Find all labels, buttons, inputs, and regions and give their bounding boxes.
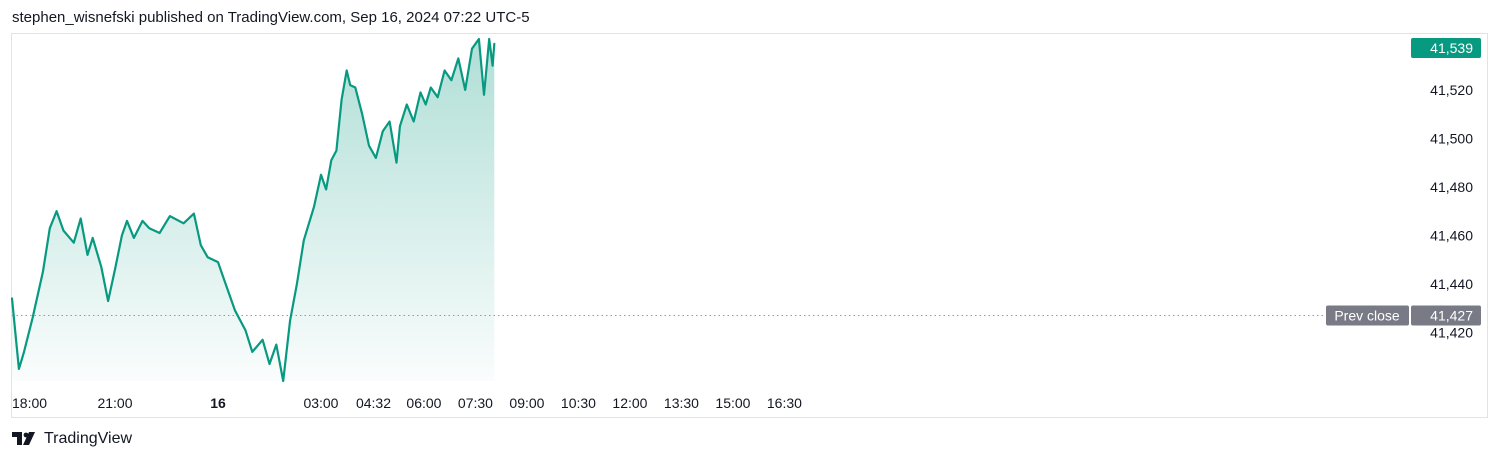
x-tick-label: 18:00 [12,395,47,411]
chart-frame [11,33,1488,418]
footer-brand[interactable]: TradingView [44,430,133,447]
x-tick-label: 10:30 [561,395,596,411]
x-tick-label: 06:00 [406,395,441,411]
attribution-text: stephen_wisnefski published on TradingVi… [12,9,530,26]
y-tick-label: 41,480 [1430,179,1473,195]
y-tick-label: 41,440 [1430,276,1473,292]
x-tick-label: 03:00 [303,395,338,411]
x-tick-label: 07:30 [458,395,493,411]
last-price-tag: 41,539 [1411,38,1481,58]
y-tick-label: 41,420 [1430,324,1473,340]
prev-close-tag: Prev close 41,427 [1326,305,1481,326]
x-tick-label: 12:00 [612,395,647,411]
x-tick-label: 21:00 [97,395,132,411]
x-tick-label: 15:00 [715,395,750,411]
tradingview-logo-icon [12,432,35,445]
x-tick-label: 04:32 [356,395,391,411]
prev-close-value: 41,427 [1430,308,1473,324]
y-tick-label: 41,520 [1430,82,1473,98]
prev-close-tag-bg [1326,305,1409,326]
y-tick-label: 41,500 [1430,130,1473,146]
x-tick-label: 16:30 [767,395,802,411]
footer: TradingView [12,430,132,448]
x-tick-label: 16 [210,395,226,411]
price-line[interactable] [10,37,496,383]
last-price-value: 41,539 [1430,40,1473,56]
y-tick-label: 41,460 [1430,227,1473,243]
x-tick-label: 13:30 [664,395,699,411]
price-area-fill [12,39,495,381]
x-tick-label: 09:00 [509,395,544,411]
last-price-tag-bg [1411,38,1481,58]
prev-close-label: Prev close [1334,308,1400,324]
prev-close-value-bg [1411,305,1481,326]
